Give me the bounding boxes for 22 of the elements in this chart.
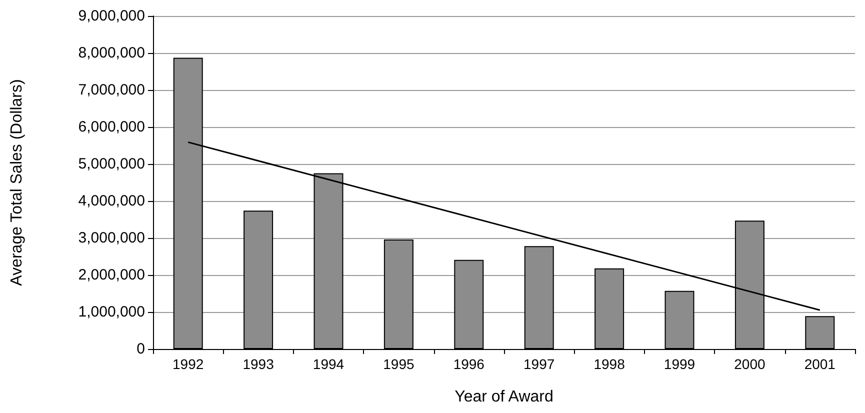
- x-axis-title: Year of Award: [454, 388, 554, 406]
- x-tick-label: 1993: [242, 356, 274, 372]
- y-tick-label: 6,000,000: [78, 118, 145, 136]
- y-tick-label: 7,000,000: [78, 82, 145, 98]
- x-tick-label: 1997: [524, 356, 555, 372]
- y-tick-label: 5,000,000: [78, 156, 145, 172]
- y-axis-title: Average Total Sales (Dollars): [8, 79, 26, 286]
- x-tick-label: 1995: [383, 356, 414, 372]
- y-tick-label: 8,000,000: [78, 44, 145, 62]
- x-tick-label: 1996: [453, 356, 485, 372]
- y-tick-label: 3,000,000: [78, 230, 145, 246]
- y-tick-label: 2,000,000: [78, 266, 145, 284]
- x-tick-label: 1998: [594, 356, 626, 372]
- y-tick-label: 0: [136, 340, 145, 358]
- x-tick-label: 1994: [312, 356, 344, 372]
- x-tick-label: 2000: [734, 356, 766, 372]
- y-tick-label: 9,000,000: [78, 8, 145, 24]
- x-tick-label: 1992: [172, 356, 204, 372]
- x-tick-label: 1999: [664, 356, 696, 372]
- y-tick-label: 4,000,000: [78, 192, 145, 210]
- y-tick-label: 1,000,000: [78, 304, 145, 320]
- x-tick-label: 2001: [804, 356, 836, 372]
